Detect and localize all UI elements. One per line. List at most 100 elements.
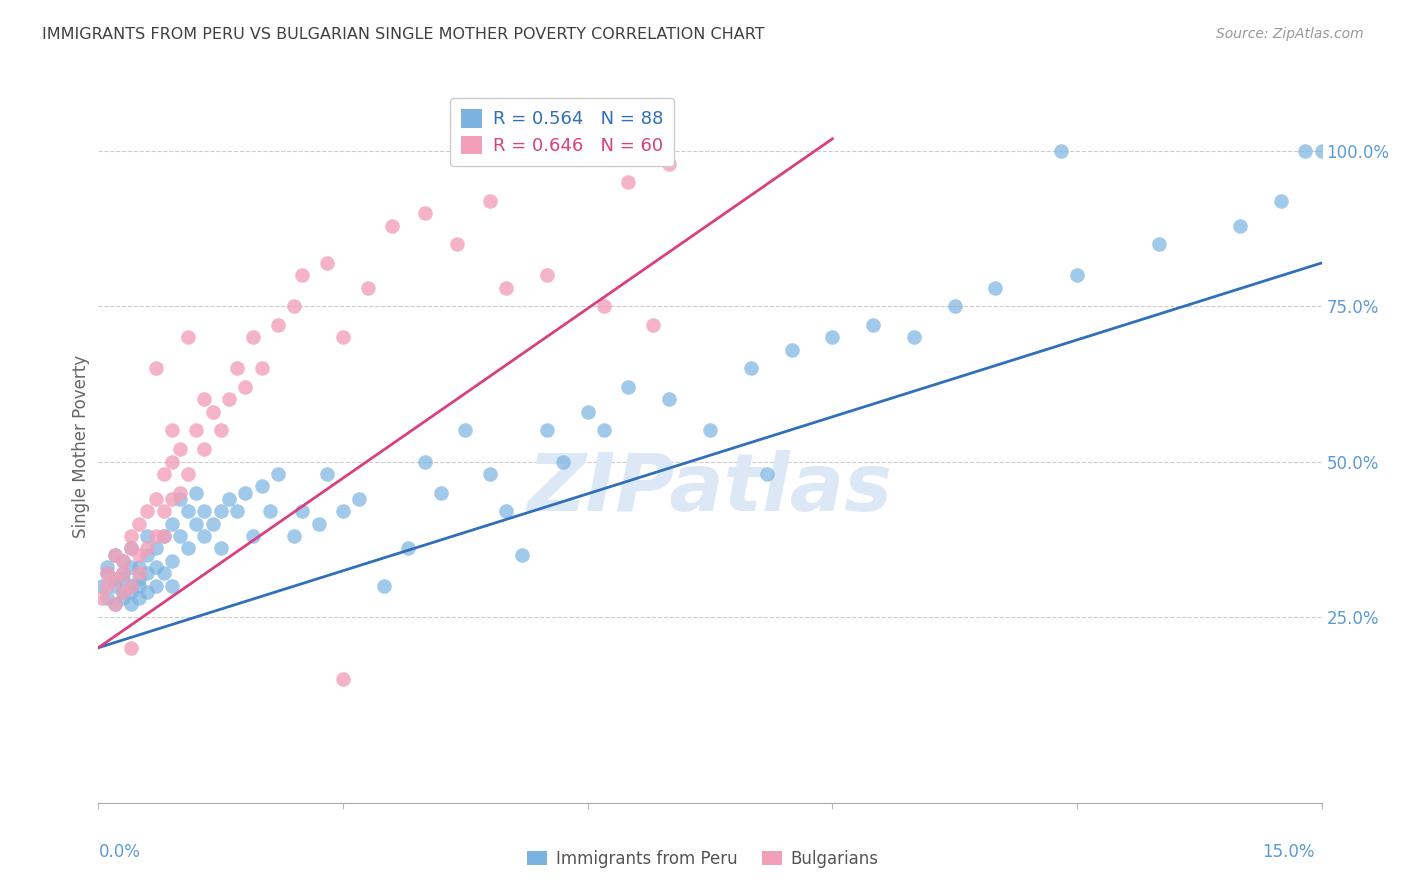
Point (160, 491, 183, 506)
Point (593, 424, 616, 438)
Text: IMMIGRANTS FROM PERU VS BULGARIAN SINGLE MOTHER POVERTY CORRELATION CHART: IMMIGRANTS FROM PERU VS BULGARIAN SINGLE… (42, 27, 765, 42)
Point (96, 566, 118, 581)
Point (128, 560, 150, 574)
Point (193, 529, 215, 543)
Point (536, 145, 558, 159)
Point (193, 442, 215, 456)
Point (120, 597, 142, 611)
Point (145, 529, 167, 543)
Point (209, 541, 232, 556)
Point (201, 405, 224, 419)
Point (699, 424, 721, 438)
Point (356, 281, 378, 295)
Point (169, 442, 191, 456)
Point (160, 424, 183, 438)
Point (201, 516, 224, 531)
Point (128, 579, 150, 593)
Point (104, 597, 127, 611)
Point (145, 361, 167, 376)
Point (169, 529, 191, 543)
Point (186, 424, 208, 438)
Point (218, 491, 240, 506)
Point (104, 548, 127, 562)
Point (454, 424, 477, 438)
Point (177, 467, 200, 481)
Point (104, 548, 127, 562)
Point (160, 516, 183, 531)
Point (96, 591, 118, 605)
Point (96, 560, 118, 574)
Point (145, 560, 167, 574)
Point (658, 392, 681, 407)
Point (120, 529, 142, 543)
Point (120, 579, 142, 593)
Point (186, 516, 208, 531)
Point (120, 541, 142, 556)
Point (91, 579, 114, 593)
Point (111, 566, 134, 581)
Legend: Immigrants from Peru, Bulgarians: Immigrants from Peru, Bulgarians (520, 844, 886, 875)
Point (1147, 237, 1170, 252)
Point (152, 504, 174, 518)
Point (128, 566, 150, 581)
Point (128, 573, 150, 587)
Point (120, 579, 142, 593)
Point (111, 591, 134, 605)
Point (250, 361, 273, 376)
Point (373, 579, 395, 593)
Point (332, 330, 354, 344)
Point (233, 380, 256, 394)
Point (177, 541, 200, 556)
Point (315, 256, 337, 270)
Point (169, 485, 191, 500)
Point (111, 554, 134, 568)
Point (495, 281, 517, 295)
Point (104, 573, 127, 587)
Point (111, 566, 134, 581)
Point (169, 491, 191, 506)
Point (193, 392, 215, 407)
Point (658, 156, 681, 170)
Point (104, 579, 127, 593)
Point (1066, 268, 1088, 283)
Point (128, 548, 150, 562)
Point (177, 504, 200, 518)
Point (512, 548, 534, 562)
Point (821, 330, 844, 344)
Point (145, 491, 167, 506)
Point (242, 330, 264, 344)
Point (903, 330, 925, 344)
Point (862, 318, 884, 332)
Point (128, 591, 150, 605)
Point (413, 454, 436, 468)
Point (104, 597, 127, 611)
Point (209, 504, 232, 518)
Point (111, 554, 134, 568)
Point (1049, 145, 1071, 159)
Point (267, 318, 290, 332)
Point (308, 516, 330, 531)
Point (226, 504, 249, 518)
Y-axis label: Single Mother Poverty: Single Mother Poverty (72, 354, 90, 538)
Point (250, 479, 273, 493)
Point (128, 516, 150, 531)
Point (152, 467, 174, 481)
Point (1229, 219, 1251, 233)
Point (756, 467, 779, 481)
Point (136, 584, 159, 599)
Point (120, 584, 142, 599)
Point (536, 268, 558, 283)
Point (218, 392, 240, 407)
Point (617, 380, 640, 394)
Point (1310, 145, 1333, 159)
Text: 0.0%: 0.0% (98, 843, 141, 861)
Text: Source: ZipAtlas.com: Source: ZipAtlas.com (1216, 27, 1364, 41)
Point (152, 566, 174, 581)
Point (396, 541, 419, 556)
Point (145, 541, 167, 556)
Point (177, 330, 200, 344)
Point (478, 194, 501, 208)
Point (120, 640, 142, 655)
Point (233, 485, 256, 500)
Point (136, 504, 159, 518)
